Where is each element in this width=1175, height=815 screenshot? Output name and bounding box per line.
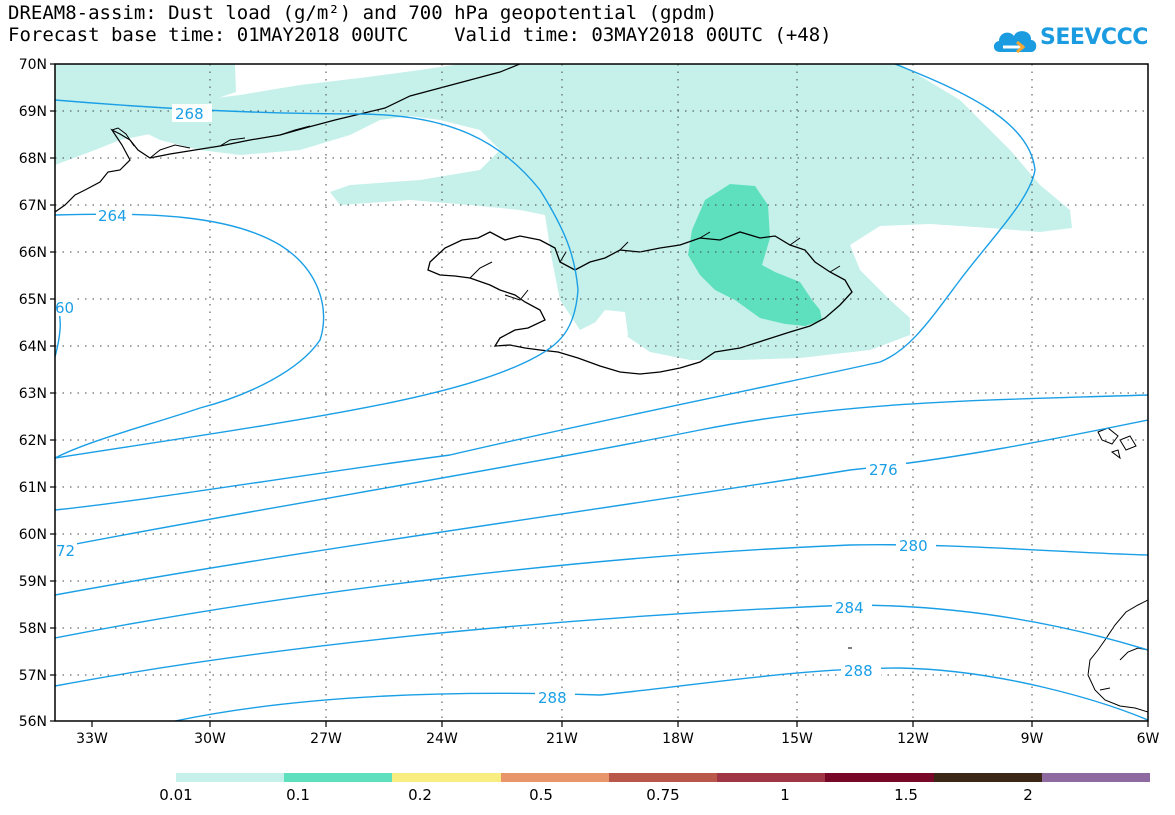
legend-swatch [717,773,826,782]
greenland-coastline [55,64,521,213]
lon-label: 12W [897,731,929,747]
contour-268 [55,99,579,459]
legend-swatch [608,773,718,782]
lat-label: 59N [19,574,47,590]
lat-label: 63N [19,386,47,402]
title-line-2: Forecast base time: 01MAY2018 00UTC Vali… [8,24,832,46]
legend-swatch [1041,773,1150,782]
map-title: DREAM8-assim: Dust load (g/m²) and 700 h… [8,2,832,46]
faroe-islands [1097,427,1137,460]
contour-label-280: 280 [899,537,928,555]
lat-label: 57N [19,668,47,684]
lat-label: 68N [19,151,47,167]
contour-label-288-east: 288 [844,662,873,680]
contour-264 [55,213,325,459]
legend-swatch [933,773,1042,782]
lat-label: 56N [19,714,47,730]
legend-label: 1.5 [894,786,918,804]
title-line-1: DREAM8-assim: Dust load (g/m²) and 700 h… [8,2,718,24]
tick-marks [50,63,1149,727]
longitude-labels: 33W 30W 27W 24W 21W 18W 15W 12W 9W 6W [76,731,1159,747]
lat-label: 64N [19,339,47,355]
contour-label-284: 284 [835,599,864,617]
lat-label: 69N [19,104,47,120]
logo-text: SEEVCCC [1040,25,1148,50]
dust-area-low-main [55,64,1072,360]
lat-label: 60N [19,527,47,543]
legend-label: 0.75 [646,786,680,804]
contour-272-upper [55,64,1036,511]
lat-label: 58N [19,621,47,637]
contour-280 [55,544,1148,639]
dust-area-mid [688,184,822,326]
lon-label: 18W [662,731,694,747]
contour-label-272: 72 [56,542,75,560]
contour-272 [55,394,1148,549]
geopotential-contours [55,64,1148,721]
lon-label: 24W [426,731,458,747]
cloud-logo-icon [993,31,1037,54]
lon-label: 21W [546,731,578,747]
lon-label: 27W [310,731,342,747]
contour-276 [55,419,1148,596]
color-legend [176,773,1150,782]
contour-label-276: 276 [869,461,898,479]
scotland-coast [1087,599,1148,713]
lon-label: 30W [194,731,226,747]
legend-label: 0.01 [159,786,193,804]
lon-label: 15W [781,731,813,747]
iceland-fjords [469,231,841,301]
contour-284 [55,604,1148,687]
legend-label: 1 [780,786,790,804]
legend-label: 2 [1023,786,1033,804]
lat-label: 65N [19,292,47,308]
map-content [55,64,1148,721]
lon-label: 9W [1021,731,1044,747]
legend-label: 0.5 [529,786,553,804]
lon-label: 33W [76,731,108,747]
lat-label: 62N [19,433,47,449]
latitude-labels: 70N 69N 68N 67N 66N 65N 64N 63N 62N 61N … [19,57,47,730]
lat-label: 66N [19,245,47,261]
contour-label-268: 268 [175,105,204,123]
lat-label: 70N [19,57,47,73]
greenland-coastline-detail [111,125,311,159]
contour-label-260: 60 [55,299,74,317]
legend-label: 0.1 [286,786,310,804]
legend-swatch [176,773,285,782]
seevccc-logo: SEEVCCC [990,22,1150,58]
lon-label: 6W [1137,731,1160,747]
graticule [55,64,1148,721]
contour-labels: 268 264 60 72 276 280 284 288 288 [55,104,936,707]
dust-area-low-northwest [55,64,236,165]
clear-area-west [585,310,628,355]
legend-swatch [500,773,609,782]
contour-label-264: 264 [98,207,127,225]
legend-swatch [392,773,501,782]
legend-swatch [284,773,393,782]
lat-label: 67N [19,198,47,214]
legend-label: 0.2 [408,786,432,804]
legend-swatch [825,773,934,782]
contour-288-lower [174,667,1148,721]
lat-label: 61N [19,480,47,496]
contour-label-288-west: 288 [538,689,567,707]
